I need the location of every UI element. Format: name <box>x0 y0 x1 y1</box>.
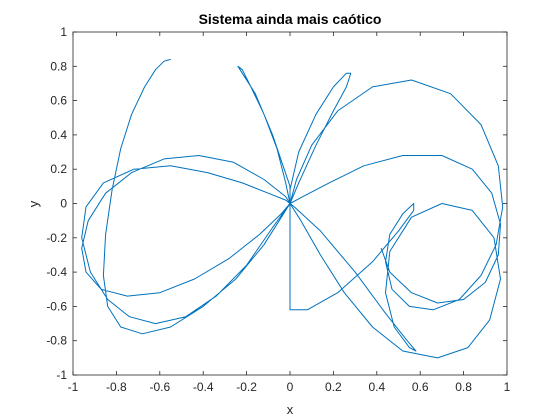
x-axis-ticks: -1 -0.8 -0.6 -0.4 -0.2 0 0.2 0.4 0.6 0.8 1 <box>68 32 511 394</box>
x-tick-label-7: 0.4 <box>368 380 385 394</box>
y-tick-label-8: 0.6 <box>50 94 67 108</box>
chart-title: Sistema ainda mais caótico <box>199 11 382 27</box>
y-tick-label-1: -0.8 <box>46 334 67 348</box>
x-tick-label-9: 0.8 <box>455 380 472 394</box>
x-tick-label-4: -0.2 <box>236 380 257 394</box>
x-tick-label-0: -1 <box>68 380 79 394</box>
x-tick-label-10: 1 <box>504 380 511 394</box>
y-tick-label-6: 0.2 <box>50 162 67 176</box>
y-axis-ticks: -1 -0.8 -0.6 -0.4 -0.2 0 0.2 0.4 0.6 0.8 1 <box>46 25 507 382</box>
series-layer <box>81 58 504 359</box>
x-tick-label-6: 0.2 <box>325 380 342 394</box>
y-tick-label-7: 0.4 <box>50 128 67 142</box>
x-tick-label-8: 0.6 <box>412 380 429 394</box>
y-tick-label-10: 1 <box>60 25 67 39</box>
y-axis-label: y <box>26 200 41 207</box>
x-axis-label: x <box>287 402 294 417</box>
x-tick-label-5: 0 <box>287 380 294 394</box>
y-tick-label-3: -0.4 <box>46 265 67 279</box>
y-tick-label-4: -0.2 <box>46 231 67 245</box>
y-tick-label-5: 0 <box>60 197 67 211</box>
series-line-1 <box>81 58 504 359</box>
x-tick-label-2: -0.6 <box>149 380 170 394</box>
y-tick-label-2: -0.6 <box>46 299 67 313</box>
y-tick-label-9: 0.8 <box>50 59 67 73</box>
y-tick-label-0: -1 <box>56 368 67 382</box>
x-tick-label-3: -0.4 <box>193 380 214 394</box>
x-tick-label-1: -0.8 <box>106 380 127 394</box>
